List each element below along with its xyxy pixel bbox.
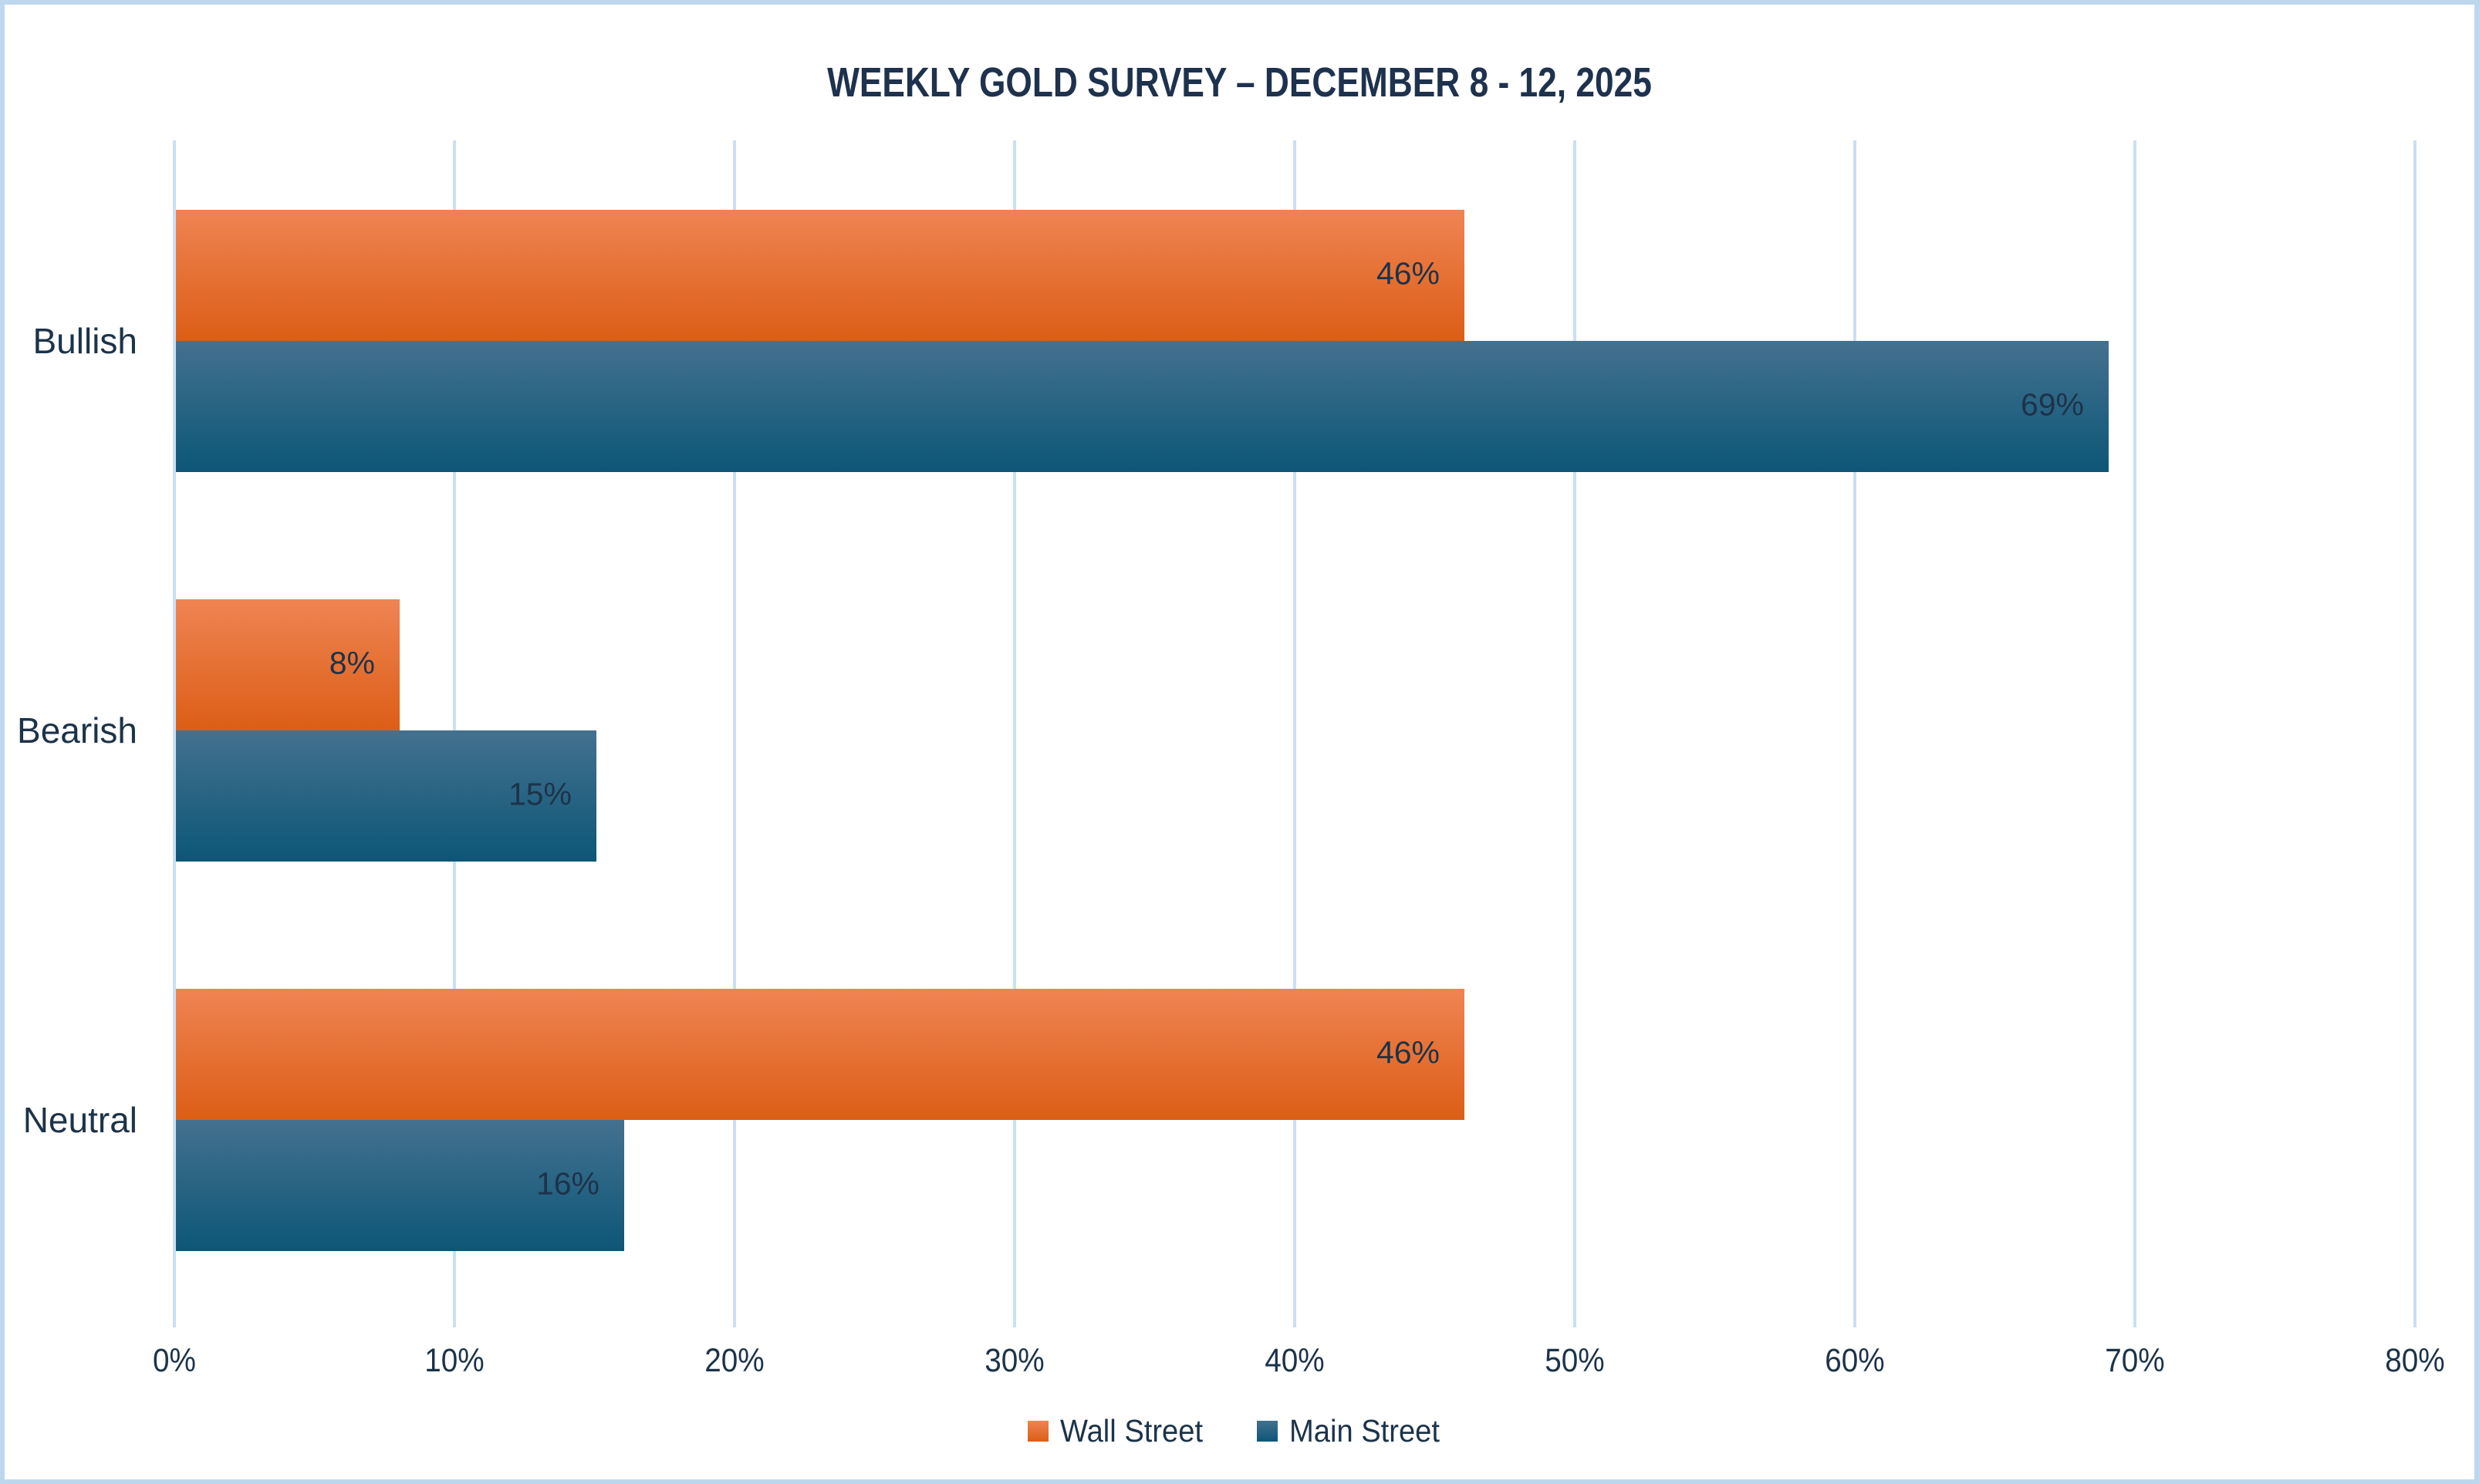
legend: Wall Street Main Street <box>5 1413 2474 1449</box>
x-axis-tick-6: 60% <box>1825 1342 1885 1379</box>
x-axis-tick-3: 30% <box>985 1342 1045 1379</box>
data-label-wall-street-bullish: 46% <box>1376 255 1440 292</box>
gridline-8 <box>2413 140 2417 1327</box>
data-label-wall-street-neutral: 46% <box>1376 1034 1440 1071</box>
bar-wall-street-bearish: 8% <box>176 599 400 730</box>
x-axis-tick-0: 0% <box>153 1342 196 1379</box>
data-label-main-street-bullish: 69% <box>2020 386 2084 423</box>
x-axis-tick-5: 50% <box>1545 1342 1605 1379</box>
legend-swatch-icon-wall-street <box>1028 1421 1049 1442</box>
gridline-5 <box>1573 140 1576 1327</box>
legend-item-wall-street: Wall Street <box>1028 1413 1214 1449</box>
gridline-0 <box>173 140 176 1327</box>
legend-label-main-street: Main Street <box>1289 1413 1440 1449</box>
x-axis-tick-2: 20% <box>704 1342 765 1379</box>
gridline-6 <box>1853 140 1856 1327</box>
gridline-3 <box>1013 140 1016 1327</box>
category-label-neutral: Neutral <box>22 1100 137 1140</box>
legend-item-main-street: Main Street <box>1257 1413 1451 1449</box>
legend-label-wall-street: Wall Street <box>1060 1413 1204 1449</box>
legend-swatch-icon-main-street <box>1257 1421 1278 1442</box>
bar-main-street-bearish: 15% <box>176 730 596 862</box>
gridline-4 <box>1293 140 1296 1327</box>
x-axis-tick-7: 70% <box>2105 1342 2165 1379</box>
bar-main-street-bullish: 69% <box>176 341 2109 472</box>
category-label-bearish: Bearish <box>17 710 137 750</box>
x-axis-tick-8: 80% <box>2385 1342 2445 1379</box>
x-axis-tick-4: 40% <box>1265 1342 1325 1379</box>
bar-wall-street-bullish: 46% <box>176 210 1464 341</box>
bar-main-street-neutral: 16% <box>176 1120 624 1251</box>
category-label-bullish: Bullish <box>32 321 137 361</box>
gridline-7 <box>2133 140 2136 1327</box>
data-label-main-street-neutral: 16% <box>535 1165 599 1202</box>
data-label-wall-street-bearish: 8% <box>329 645 375 681</box>
x-axis-tick-1: 10% <box>424 1342 485 1379</box>
chart-title: WEEKLY GOLD SURVEY – DECEMBER 8 - 12, 20… <box>827 59 1652 106</box>
bar-wall-street-neutral: 46% <box>176 989 1464 1120</box>
gridline-2 <box>733 140 736 1327</box>
data-label-main-street-bearish: 15% <box>508 776 572 812</box>
